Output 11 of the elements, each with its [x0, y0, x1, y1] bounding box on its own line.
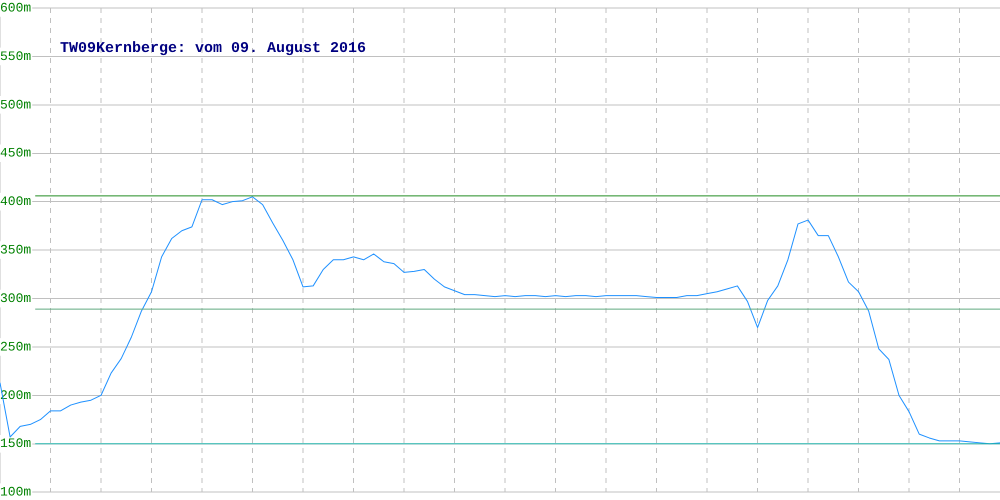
y-tick-label: 250m — [0, 339, 32, 354]
y-tick-label: 300m — [0, 290, 32, 306]
y-tick-label: 350m — [0, 242, 32, 258]
y-tick-label: 150m — [0, 436, 32, 452]
text: TW09Kernberge: vom 09. August 2016 — [60, 40, 366, 57]
y-tick-label: 400m — [0, 194, 32, 210]
y-tick-label: 450m — [0, 146, 32, 161]
y-tick-label: 600m — [0, 0, 32, 16]
y-tick-label: 100m — [0, 484, 32, 500]
y-tick-label: 500m — [0, 97, 32, 112]
y-tick-label: 550m — [0, 48, 32, 64]
